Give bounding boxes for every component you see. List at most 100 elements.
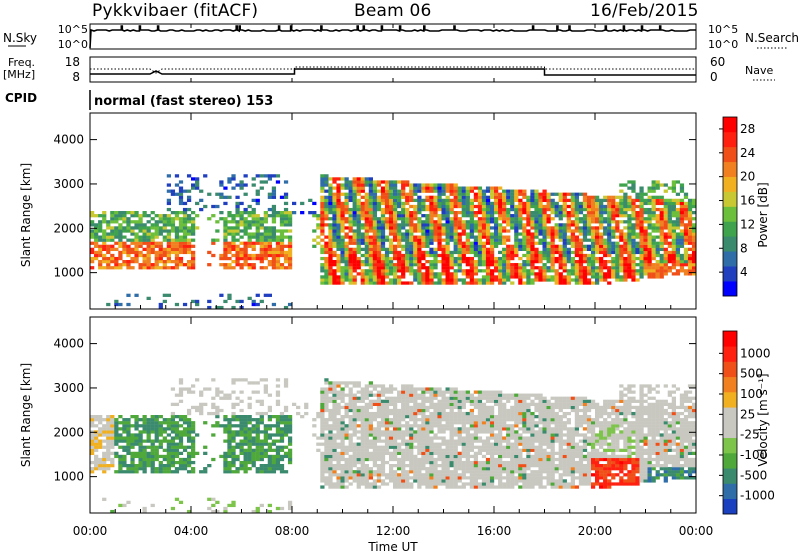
heatmap-cell (514, 250, 519, 255)
heatmap-cell (429, 464, 434, 468)
heatmap-cell (558, 253, 563, 258)
heatmap-cell (502, 226, 507, 230)
heatmap-cell (437, 214, 442, 218)
heatmap-cell (469, 250, 474, 255)
heatmap-cell (231, 214, 236, 218)
heatmap-cell (554, 214, 559, 218)
heatmap-cell (356, 217, 361, 221)
heatmap-cell (227, 460, 232, 465)
heatmap-cell (352, 260, 357, 264)
heatmap-cell (534, 278, 539, 282)
heatmap-cell (651, 226, 656, 230)
heatmap-cell (481, 217, 487, 221)
heatmap-cell (671, 263, 676, 267)
heatmap-cell (538, 269, 543, 273)
heatmap-cell (166, 223, 171, 227)
heatmap-cell (162, 217, 167, 221)
heatmap-cell (328, 223, 333, 227)
heatmap-cell (275, 454, 281, 459)
heatmap-cell (413, 439, 418, 443)
heatmap-cell (558, 278, 563, 282)
heatmap-cell (344, 241, 349, 245)
heatmap-cell (498, 266, 503, 270)
heatmap-cell (255, 235, 260, 239)
heatmap-cell (607, 214, 612, 218)
heatmap-cell (360, 479, 365, 483)
heatmap-cell (324, 476, 329, 480)
heatmap-cell (397, 235, 402, 239)
heatmap-cell (441, 204, 446, 209)
heatmap-cell (506, 253, 511, 258)
heatmap-cell (550, 226, 555, 230)
heatmap-cell (146, 235, 151, 239)
heatmap-cell (671, 247, 676, 252)
heatmap-cell (182, 302, 188, 307)
heatmap-cell (413, 256, 418, 261)
heatmap-cell (170, 424, 176, 428)
y-tick-label: 2000 (53, 221, 84, 235)
heatmap-cell (372, 482, 378, 486)
heatmap-cell (130, 454, 135, 459)
heatmap-cell (582, 272, 588, 276)
heatmap-cell (574, 223, 580, 227)
heatmap-cell (203, 470, 208, 474)
nave-trace (90, 66, 696, 74)
heatmap-cell (336, 211, 341, 215)
heatmap-cell (344, 204, 349, 209)
heatmap-cell (627, 201, 632, 206)
heatmap-cell (94, 454, 99, 459)
heatmap-cell (146, 238, 151, 242)
heatmap-cell (465, 269, 470, 273)
heatmap-cell (182, 207, 188, 212)
heatmap-cell (550, 260, 555, 264)
heatmap-cell (429, 424, 434, 428)
heatmap-cell (502, 235, 507, 239)
heatmap-cell (538, 260, 543, 264)
heatmap-cell (526, 272, 531, 276)
heatmap-cell (102, 470, 107, 474)
heatmap-cell (372, 253, 378, 258)
heatmap-cell (178, 223, 184, 227)
heatmap-cell (502, 247, 507, 252)
heatmap-cell (384, 402, 390, 407)
heatmap-cell (425, 232, 430, 236)
heatmap-cell (235, 220, 240, 224)
heatmap-cell (360, 281, 365, 285)
heatmap-cell (397, 433, 402, 437)
heatmap-cell (320, 220, 325, 224)
heatmap-cell (631, 256, 636, 261)
heatmap-cell (336, 207, 341, 212)
heatmap-cell (397, 195, 402, 199)
heatmap-cell (94, 214, 99, 218)
heatmap-cell (405, 250, 410, 255)
heatmap-cell (340, 381, 345, 385)
heatmap-cell (522, 211, 527, 215)
heatmap-cell (380, 278, 386, 282)
heatmap-cell (380, 430, 386, 434)
heatmap-cell (405, 244, 410, 248)
heatmap-cell (623, 207, 628, 212)
heatmap-cell (134, 232, 139, 236)
heatmap-cell (332, 448, 337, 452)
heatmap-cell (191, 448, 196, 452)
heatmap-cell (437, 232, 442, 236)
heatmap-cell (639, 211, 644, 215)
heatmap-cell (227, 226, 232, 230)
heatmap-cell (150, 415, 155, 419)
heatmap-cell (409, 198, 414, 203)
heatmap-cell (433, 207, 438, 212)
heatmap-cell (98, 220, 103, 224)
heatmap-cell (98, 223, 103, 227)
heatmap-cell (255, 253, 260, 258)
heatmap-cell (566, 223, 571, 227)
heatmap-cell (231, 266, 236, 270)
heatmap-cell (106, 250, 111, 255)
heatmap-cell (457, 253, 462, 258)
heatmap-cell (324, 195, 329, 199)
heatmap-cell (421, 430, 426, 434)
heatmap-cell (336, 201, 341, 206)
heatmap-cell (421, 272, 426, 276)
heatmap-cell (518, 192, 523, 196)
heatmap-cell (267, 503, 272, 508)
heatmap-cell (320, 408, 325, 413)
